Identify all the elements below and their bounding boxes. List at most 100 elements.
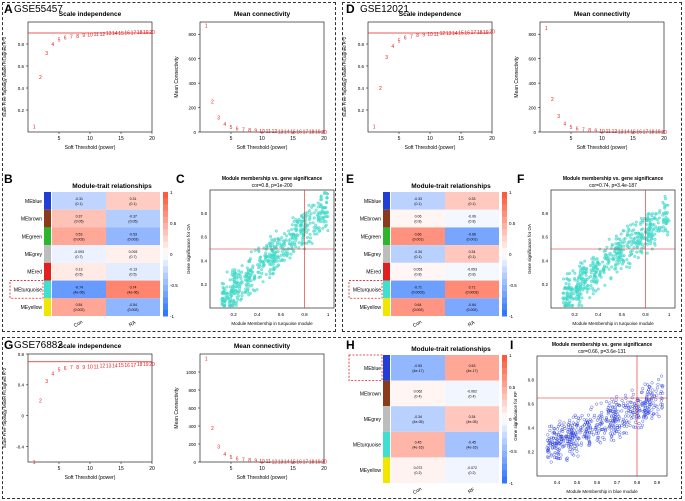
- scatter-c-point: [240, 270, 244, 274]
- scatter-i-point: [569, 445, 573, 449]
- scatter-i-point: [556, 432, 560, 436]
- scatter-i-xtick-label: 0.5: [574, 480, 581, 485]
- scatter-i-point: [640, 403, 644, 407]
- scatter-c-point: [294, 239, 298, 243]
- scatter-c-xlabel: Module Membership in turquoise module: [231, 321, 313, 326]
- heatmap-b-module-color-bar: [44, 209, 51, 228]
- scatter-i-title: Module membership vs. gene significance: [552, 342, 653, 348]
- scatter-c-point: [294, 235, 298, 239]
- scatter-f-point: [589, 284, 593, 288]
- scatter-i-point: [566, 441, 570, 445]
- scatter-i-point: [600, 414, 604, 418]
- scatter-i-point: [603, 426, 607, 430]
- heatmap-h-module-color-bar: [383, 406, 390, 432]
- sft-g-mean-point: 4: [223, 452, 226, 458]
- scatter-i-point: [555, 437, 559, 441]
- scatter-i-point: [565, 436, 569, 440]
- scatter-f-point: [621, 258, 625, 262]
- sft-d-scale-point: 13: [446, 31, 452, 37]
- sft-g-scale-xtick-label: 20: [149, 466, 155, 472]
- scatter-f-point: [610, 243, 614, 247]
- heatmap-e-cell-pvalue: (0.002): [466, 308, 477, 312]
- sft-g-scale-point: 5: [58, 367, 61, 373]
- scatter-i-point: [648, 400, 652, 404]
- sft-a-scale-point: 1: [33, 125, 36, 131]
- sft-g-mean-point: 5: [230, 455, 233, 461]
- scatter-f-point: [629, 236, 633, 240]
- heatmap-e-legend-swatch: [502, 291, 507, 298]
- scatter-i-point: [612, 410, 616, 414]
- heatmap-e-cell: [445, 245, 499, 263]
- heatmap-e-cell-value: -0.66: [468, 232, 476, 236]
- heatmap-b-legend-swatch: [163, 272, 168, 280]
- scatter-f-point: [585, 290, 589, 294]
- scatter-c-point: [233, 275, 237, 279]
- scatter-f-point: [618, 251, 622, 255]
- heatmap-b-cell-pvalue: (0.003): [73, 237, 84, 241]
- scatter-f-point: [649, 232, 653, 236]
- sft-g-mean-point: 2: [211, 426, 214, 432]
- scatter-f-point: [584, 286, 588, 290]
- scatter-f-point: [639, 216, 643, 220]
- heatmap-h-cell-value: -0.34: [414, 415, 422, 419]
- heatmap-b-legend-swatch: [163, 229, 168, 236]
- scatter-c-point: [307, 240, 311, 244]
- scatter-i-point: [554, 433, 558, 437]
- scatter-i-point: [576, 423, 580, 427]
- scatter-i-point: [557, 438, 561, 442]
- sft-g-mean-point: 18: [309, 460, 315, 466]
- sft-d-mean-point: 19: [655, 130, 661, 136]
- heatmap-b-cell: [52, 227, 106, 246]
- scatter-i-point: [655, 393, 659, 397]
- sft-d-scale-xtick-label: 5: [398, 136, 401, 142]
- heatmap-h-legend-swatch: [502, 470, 507, 478]
- sft-g-mean-ytick-label: 400: [188, 424, 196, 429]
- scatter-f-point: [585, 277, 589, 281]
- scatter-c-point: [288, 256, 292, 260]
- scatter-c-point: [229, 294, 233, 298]
- scatter-i-point: [551, 436, 555, 440]
- panel-letter-a: A: [4, 2, 13, 16]
- heatmap-h-cell-value: 0.072: [414, 466, 423, 470]
- scatter-i-point: [626, 400, 630, 404]
- heatmap-h-legend-tick: -0.5: [509, 449, 517, 454]
- sft-g-scale-point: 16: [124, 363, 130, 369]
- heatmap-e-cell: [391, 262, 445, 281]
- sft-a-scale-point: 6: [64, 35, 67, 41]
- scatter-i-point: [579, 443, 583, 447]
- scatter-f-point: [587, 276, 591, 280]
- scatter-f-point: [583, 279, 587, 283]
- scatter-f-point: [596, 260, 600, 264]
- scatter-c-point: [233, 268, 237, 272]
- scatter-i-point: [655, 404, 659, 408]
- heatmap-b-legend-swatch: [163, 210, 168, 218]
- scatter-i-point: [557, 450, 561, 454]
- scatter-c-point: [326, 215, 330, 219]
- heatmap-e-module-color-bar: [383, 298, 390, 316]
- heatmap-b-cell-value: 0.31: [130, 197, 137, 201]
- heatmap-h-legend-swatch: [502, 419, 507, 426]
- scatter-i-point: [562, 438, 566, 442]
- scatter-f-point: [657, 216, 661, 220]
- scatter-c-point: [238, 274, 242, 278]
- scatter-i-point: [643, 409, 647, 413]
- scatter-c-point: [271, 272, 275, 276]
- heatmap-b-legend-swatch: [163, 235, 168, 243]
- heatmap-e-legend-swatch: [502, 210, 507, 218]
- sft-a-scale-point: 20: [149, 30, 155, 36]
- heatmap-b-legend-swatch: [163, 198, 168, 205]
- heatmap-b-cell-value: 0.53: [76, 232, 83, 236]
- scatter-i-point: [605, 400, 609, 404]
- sft-a-scale-point: 14: [112, 31, 118, 37]
- heatmap-e-module-color-bar: [383, 280, 390, 299]
- sft-a-scale-point: 18: [137, 30, 143, 36]
- heatmap-b-cell-value: -0.093: [74, 250, 84, 254]
- scatter-i-point: [611, 400, 615, 404]
- scatter-i-xlabel: Module Membership in blue module: [566, 489, 638, 494]
- scatter-i-point: [613, 417, 617, 421]
- scatter-i-point: [610, 425, 614, 429]
- panel-letter-e: E: [346, 172, 355, 186]
- sft-g-scale-point: 3: [45, 379, 48, 385]
- heatmap-h-module-label: MEbrown: [360, 391, 381, 397]
- scatter-c-point: [312, 216, 316, 220]
